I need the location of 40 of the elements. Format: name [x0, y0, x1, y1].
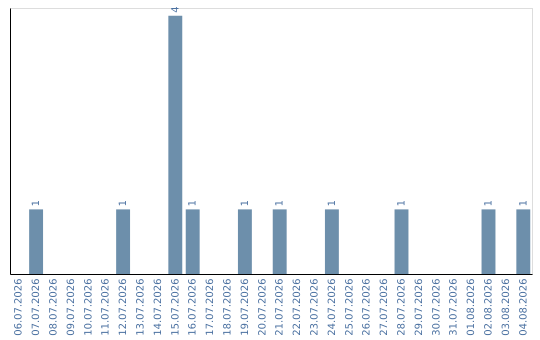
x-tick-label: 18.07.2026: [222, 278, 234, 336]
x-tick-label: 08.07.2026: [48, 278, 60, 336]
data-label: 1: [188, 200, 199, 206]
x-tick-label: 14.07.2026: [152, 278, 164, 336]
x-tick-label: 19.07.2026: [240, 278, 251, 336]
data-label: 1: [31, 200, 42, 206]
data-label: 1: [118, 200, 130, 206]
x-tick-label: 28.07.2026: [396, 278, 408, 336]
x-tick-label: 03.08.2026: [500, 278, 512, 336]
x-tick-label: 22.07.2026: [292, 278, 304, 336]
x-tick-label: 16.07.2026: [188, 278, 199, 336]
data-label: 1: [484, 200, 494, 206]
x-tick-label: 06.07.2026: [14, 278, 25, 336]
x-tick-label: 07.07.2026: [31, 278, 42, 336]
x-tick-label: 21.07.2026: [274, 278, 286, 336]
x-tick-label: 15.07.2026: [170, 278, 182, 336]
data-label: 1: [240, 200, 251, 206]
x-tick-label: 23.07.2026: [310, 278, 320, 336]
x-tick-label: 26.07.2026: [362, 278, 373, 336]
x-tick-label: 31.07.2026: [448, 278, 460, 336]
x-tick-label: 01.08.2026: [466, 278, 478, 336]
data-label: 1: [396, 200, 408, 206]
x-tick-label: 13.07.2026: [136, 278, 146, 336]
data-label: 1: [518, 200, 530, 206]
x-tick-label: 30.07.2026: [431, 278, 442, 336]
x-tick-label: 11.07.2026: [100, 278, 112, 336]
x-tick-label: 04.08.2026: [518, 278, 530, 336]
data-label: 4: [170, 6, 182, 13]
x-tick-label: 12.07.2026: [118, 278, 130, 336]
x-tick-label: 25.07.2026: [344, 278, 356, 336]
x-tick-label: 27.07.2026: [379, 278, 390, 336]
x-tick-label: 29.07.2026: [414, 278, 425, 336]
x-tick-label: 09.07.2026: [66, 278, 77, 336]
x-tick-label: 20.07.2026: [257, 278, 268, 336]
x-tick-label: 02.08.2026: [484, 278, 494, 336]
x-tick-label: 24.07.2026: [326, 278, 338, 336]
data-label: 1: [326, 200, 338, 206]
x-tick-label: 17.07.2026: [205, 278, 216, 336]
x-tick-label: 10.07.2026: [83, 278, 94, 336]
data-label: 1: [274, 200, 286, 206]
